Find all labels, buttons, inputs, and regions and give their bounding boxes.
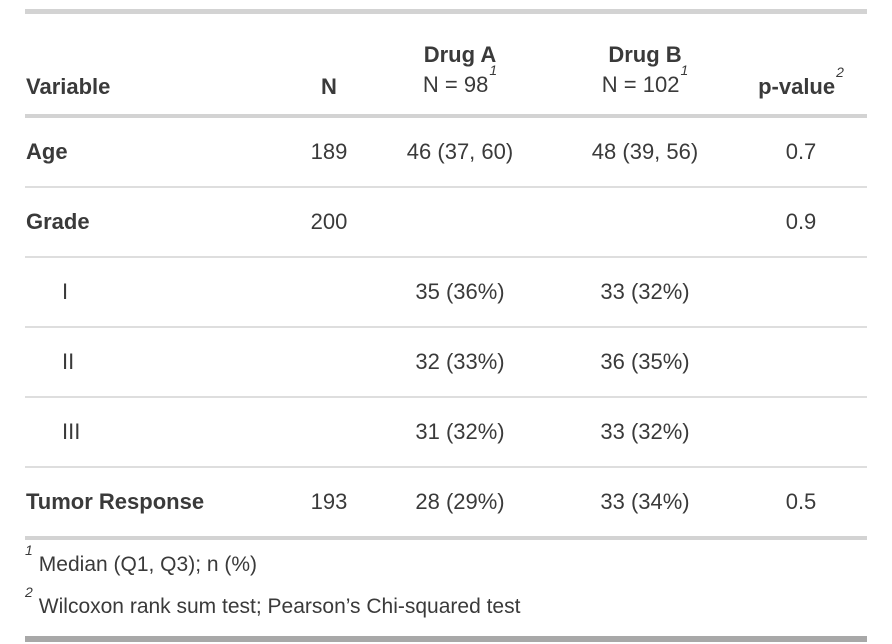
cell-drug-a: 46 (37, 60) — [406, 139, 514, 164]
footnote-1: 1 Median (Q1, Q3); n (%) — [25, 538, 867, 586]
footnote-mark-1: 1 — [680, 61, 689, 78]
cell-n: 200 — [293, 186, 365, 257]
drug-b-n-line: N = 1021 — [601, 61, 689, 97]
drug-a-n-line: N = 981 — [422, 61, 498, 97]
table-row-age: Age 189 46 (37, 60) 48 (39, 56) 0.7 — [25, 116, 867, 187]
cell-drug-b: 33 (32%) — [555, 256, 735, 327]
table-header: Variable N Drug A N = 981 Drug B N = 102… — [25, 11, 867, 118]
footnote-mark-2: 2 — [836, 63, 844, 80]
footnote-mark-1: 1 — [25, 542, 33, 558]
cell-drug-b: 33 (32%) — [555, 396, 735, 467]
cell-n — [293, 396, 365, 467]
cell-label: I — [25, 256, 293, 327]
cell-p-value: 0.9 — [735, 186, 867, 257]
cell-n — [293, 326, 365, 397]
p-value-title: p-value — [758, 74, 836, 99]
cell-n: 193 — [293, 466, 365, 540]
cell-p-value: 0.5 — [735, 466, 867, 540]
cell-label: Age — [26, 139, 68, 164]
column-header-p-value: p-value2 — [735, 11, 867, 118]
cell-n: 189 — [310, 139, 348, 164]
cell-drug-b: 33 (34%) — [555, 466, 735, 540]
cell-label: II — [25, 326, 293, 397]
table-row-grade-i: I 35 (36%) 33 (32%) — [25, 256, 867, 327]
footnote-row-1: 1 Median (Q1, Q3); n (%) — [25, 538, 867, 586]
footnote-2: 2 Wilcoxon rank sum test; Pearson’s Chi-s… — [25, 584, 867, 639]
cell-label: III — [25, 396, 293, 467]
table-row-grade: Grade 200 0.9 — [25, 186, 867, 257]
cell-p-value — [735, 396, 867, 467]
footnote-row-2: 2 Wilcoxon rank sum test; Pearson’s Chi-s… — [25, 584, 867, 639]
column-header-variable: Variable — [25, 11, 293, 118]
column-header-variable-label: Variable — [26, 74, 111, 99]
footnote-mark-1: 1 — [489, 61, 498, 78]
table-footnotes: 1 Median (Q1, Q3); n (%) 2 Wilcoxon rank s… — [25, 538, 867, 639]
cell-p-value: 0.7 — [785, 139, 817, 164]
footnote-2-text: Wilcoxon rank sum test; Pearson’s Chi-sq… — [38, 595, 521, 618]
cell-drug-a: 31 (32%) — [365, 396, 555, 467]
cell-drug-b — [555, 186, 735, 257]
cell-drug-a — [365, 186, 555, 257]
cell-n — [293, 256, 365, 327]
table-row-grade-iii: III 31 (32%) 33 (32%) — [25, 396, 867, 467]
footnote-1-text: Median (Q1, Q3); n (%) — [38, 553, 258, 576]
column-header-n-label: N — [321, 74, 337, 99]
footnote-mark-2: 2 — [25, 584, 33, 600]
summary-table-container: Variable N Drug A N = 981 Drug B N = 102… — [25, 9, 867, 642]
cell-label: Grade — [25, 186, 293, 257]
table-row-grade-ii: II 32 (33%) 36 (35%) — [25, 326, 867, 397]
summary-table: Variable N Drug A N = 981 Drug B N = 102… — [25, 9, 867, 642]
cell-drug-b: 48 (39, 56) — [591, 139, 699, 164]
drug-a-title: Drug A — [423, 42, 497, 67]
header-row: Variable N Drug A N = 981 Drug B N = 102… — [25, 11, 867, 118]
column-header-n: N — [293, 11, 365, 118]
table-row-tumor-response: Tumor Response 193 28 (29%) 33 (34%) 0.5 — [25, 466, 867, 540]
column-header-drug-a: Drug A N = 981 — [365, 11, 555, 118]
drug-b-title: Drug B — [608, 42, 682, 67]
cell-drug-a: 35 (36%) — [365, 256, 555, 327]
cell-label: Tumor Response — [25, 466, 293, 540]
cell-drug-b: 36 (35%) — [555, 326, 735, 397]
cell-drug-a: 28 (29%) — [365, 466, 555, 540]
cell-drug-a: 32 (33%) — [365, 326, 555, 397]
cell-p-value — [735, 256, 867, 327]
column-header-drug-b: Drug B N = 1021 — [555, 11, 735, 118]
cell-p-value — [735, 326, 867, 397]
table-body: Age 189 46 (37, 60) 48 (39, 56) 0.7 Grad… — [25, 116, 867, 540]
